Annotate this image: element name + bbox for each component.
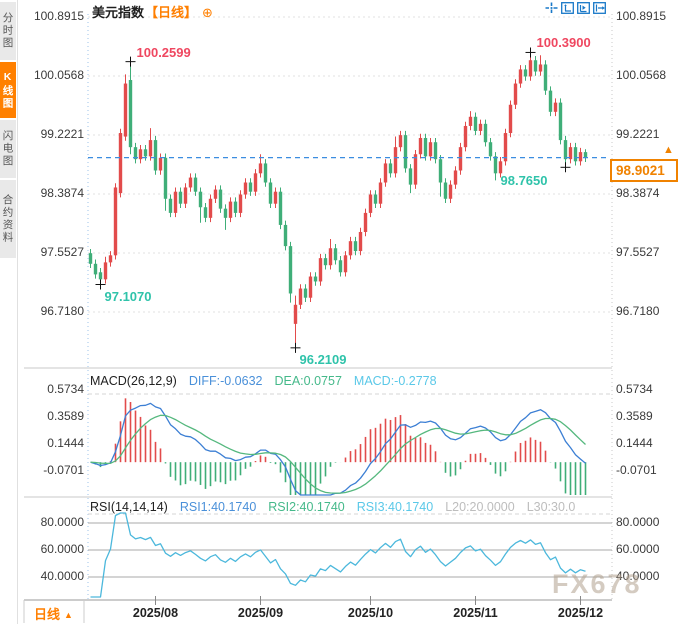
price-axis-label: 100.0568 xyxy=(33,68,84,82)
x-axis-label: 2025/08 xyxy=(132,606,179,620)
chart-toolbar xyxy=(545,2,606,14)
rsi-header: RSI(14,14,14) RSI1:40.1740 RSI2:40.1740 RSI… xyxy=(90,500,587,514)
current-price-value: 98.9021 xyxy=(616,163,665,178)
chart-title-bar: 美元指数【日线】 ⊕ xyxy=(92,2,213,21)
price-axis-label: 99.2221 xyxy=(616,127,660,141)
price-axis-label: 97.5527 xyxy=(616,245,660,259)
rsi-axis-label: 60.0000 xyxy=(40,542,84,556)
macd-title: MACD(26,12,9) xyxy=(90,374,177,388)
price-axis-label: 100.0568 xyxy=(616,68,667,82)
rsi-axis-label: 40.0000 xyxy=(616,569,660,583)
x-axis-label: 2025/12 xyxy=(557,606,604,620)
price-annotation: 98.7650 xyxy=(500,173,548,189)
macd-axis-label: 0.5734 xyxy=(616,382,653,396)
sidebar-item-label: K线图 xyxy=(1,70,14,110)
rsi1-value: RSI1:40.1740 xyxy=(179,500,257,514)
price-axis-label: 100.8915 xyxy=(616,9,667,23)
add-indicator-icon[interactable]: ⊕ xyxy=(202,5,213,20)
price-axis-label: 98.3874 xyxy=(616,186,660,200)
period-selector-label: 日线 xyxy=(34,607,61,622)
x-axis-label: 2025/11 xyxy=(453,606,498,620)
price-annotation: 100.2599 xyxy=(136,44,191,60)
macd-axis-label: 0.5734 xyxy=(47,382,84,396)
sidebar-item-label: 分时图 xyxy=(1,12,14,50)
macd-axis-label: 0.1444 xyxy=(616,436,653,450)
watermark: FX678 xyxy=(552,569,642,599)
price-axis-label: 96.7180 xyxy=(616,304,660,318)
rsi2-value: RSI2:40.1740 xyxy=(268,500,345,514)
price-axis-label: 97.5527 xyxy=(40,245,84,259)
auto-scale-icon[interactable] xyxy=(577,2,590,14)
x-axis-label: 2025/10 xyxy=(347,606,394,620)
rsi3-value: RSI3:40.1740 xyxy=(356,500,434,514)
macd-dea-value: DEA:0.0757 xyxy=(274,374,342,388)
price-axis-label: 99.2221 xyxy=(40,127,84,141)
rsi-l20-value: L20:20.0000 xyxy=(445,500,515,514)
price-axis-label: 100.8915 xyxy=(33,9,84,23)
sidebar-item-contract-info[interactable]: 合约资料 xyxy=(0,180,16,258)
rsi-axis-label: 40.0000 xyxy=(40,569,84,583)
sidebar: 分时图 K线图 闪电图 合约资料 xyxy=(0,0,18,624)
period-tag: 【日线】 xyxy=(145,5,198,20)
price-axis-label: 98.3874 xyxy=(40,186,84,200)
macd-value: MACD:-0.2778 xyxy=(353,374,437,388)
macd-axis-label: 0.3589 xyxy=(616,409,653,423)
macd-axis-label: 0.3589 xyxy=(47,409,84,423)
rsi-axis-label: 60.0000 xyxy=(616,542,660,556)
x-axis-label: 2025/09 xyxy=(237,606,284,620)
period-selector[interactable]: 日线 ▲ xyxy=(34,604,73,623)
price-up-arrow-icon: ▲ xyxy=(663,144,674,156)
pan-right-icon[interactable] xyxy=(593,2,606,14)
sidebar-item-label: 闪电图 xyxy=(1,130,14,168)
macd-header: MACD(26,12,9) DIFF:-0.0632 DEA:0.0757 MACD:… xyxy=(90,374,449,388)
macd-axis-label: 0.1444 xyxy=(47,436,84,450)
sidebar-item-label: 合约资料 xyxy=(1,194,14,244)
sidebar-item-lightning-chart[interactable]: 闪电图 xyxy=(0,120,16,178)
sidebar-item-timeline-chart[interactable]: 分时图 xyxy=(0,2,16,60)
price-annotation: 96.2109 xyxy=(299,351,347,367)
rsi-l30-value: L30:30.0 xyxy=(526,500,576,514)
rsi-title: RSI(14,14,14) xyxy=(90,500,168,514)
crosshair-icon[interactable] xyxy=(545,2,558,14)
period-up-arrow-icon: ▲ xyxy=(64,610,73,620)
price-annotation: 100.3900 xyxy=(536,35,591,51)
price-axis-label: 96.7180 xyxy=(40,304,84,318)
symbol-title: 美元指数 xyxy=(92,5,145,20)
fit-vertical-axis-icon[interactable] xyxy=(561,2,574,14)
rsi-axis-label: 80.0000 xyxy=(40,515,84,529)
sidebar-item-candlestick-chart[interactable]: K线图 xyxy=(0,62,16,118)
macd-diff-value: DIFF:-0.0632 xyxy=(188,374,263,388)
macd-axis-label: -0.0701 xyxy=(43,463,84,477)
current-price-box: 98.9021 xyxy=(610,159,678,182)
macd-axis-label: -0.0701 xyxy=(616,463,657,477)
price-annotation: 97.1070 xyxy=(104,288,152,304)
rsi-axis-label: 80.0000 xyxy=(616,515,660,529)
